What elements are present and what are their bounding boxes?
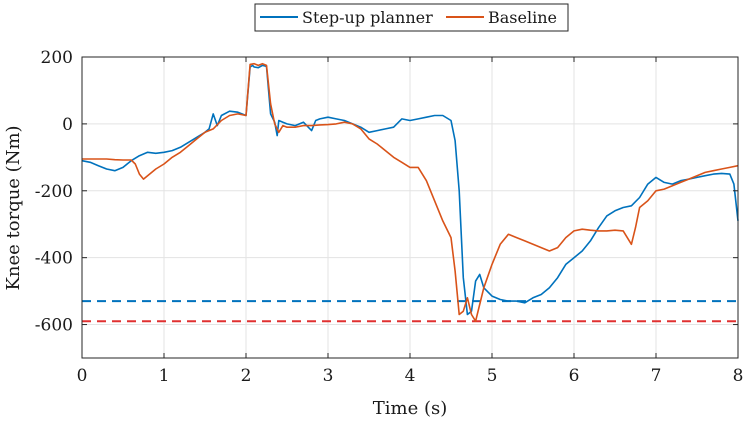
legend-frame	[254, 3, 569, 32]
x-tick-label: 2	[241, 366, 252, 386]
legend-label-step-up-planner: Step-up planner	[302, 8, 433, 27]
x-tick-label: 1	[159, 366, 170, 386]
x-tick-labels: 0 1 2 3 4 5 6 7 8	[77, 366, 744, 386]
series-line-step-up-planner	[81, 64, 739, 316]
x-tick-label: 5	[487, 366, 498, 386]
series-line-baseline	[82, 62, 739, 323]
x-tick-label: 8	[733, 366, 744, 386]
reference-lines	[82, 300, 738, 323]
x-tick-label: 0	[77, 366, 88, 386]
y-tick-label: 0	[62, 115, 73, 135]
series-lines	[81, 62, 739, 323]
y-tick-label: -200	[35, 182, 73, 202]
y-tick-label: -600	[35, 316, 73, 336]
x-tick-label: 6	[569, 366, 580, 386]
y-tick-labels: 200 0 -200 -400 -600	[35, 48, 73, 336]
y-axis-title: Knee torque (Nm)	[3, 125, 24, 290]
legend-label-baseline: Baseline	[488, 8, 557, 27]
legend: Step-up planner Baseline	[254, 3, 569, 32]
x-tick-label: 7	[651, 366, 662, 386]
axis-ticks	[81, 56, 739, 358]
y-tick-label: 200	[41, 48, 73, 68]
x-axis-title: Time (s)	[373, 398, 448, 419]
y-tick-label: -400	[35, 249, 73, 269]
x-tick-label: 4	[405, 366, 416, 386]
x-tick-label: 3	[323, 366, 334, 386]
